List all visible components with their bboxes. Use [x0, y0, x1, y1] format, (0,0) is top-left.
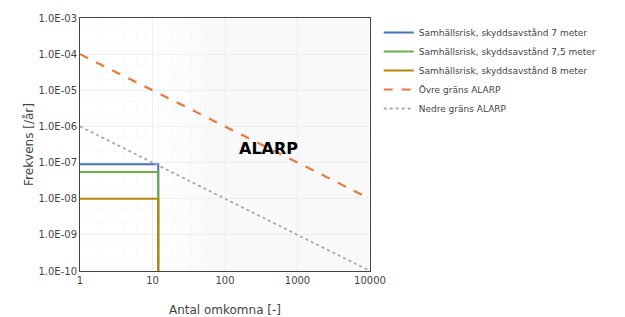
svg-text:1000: 1000	[285, 275, 310, 286]
svg-text:10000: 10000	[354, 275, 386, 286]
svg-text:Antal omkomna [-]: Antal omkomna [-]	[169, 303, 281, 317]
svg-text:1: 1	[77, 275, 83, 286]
svg-text:1.0E-10: 1.0E-10	[38, 266, 77, 277]
svg-text:1.0E-05: 1.0E-05	[38, 85, 77, 96]
svg-text:Samhällsrisk, skyddsavstånd 8: Samhällsrisk, skyddsavstånd 8 meter	[419, 66, 588, 76]
svg-text:1.0E-06: 1.0E-06	[38, 121, 77, 132]
svg-text:Övre gräns ALARP: Övre gräns ALARP	[419, 85, 501, 95]
svg-text:Nedre gräns ALARP: Nedre gräns ALARP	[419, 104, 507, 114]
svg-text:1.0E-04: 1.0E-04	[38, 49, 77, 60]
svg-text:ALARP: ALARP	[239, 139, 298, 158]
svg-text:1.0E-07: 1.0E-07	[38, 157, 77, 168]
svg-text:100: 100	[215, 275, 234, 286]
svg-text:Samhällsrisk, skyddsavstånd 7: Samhällsrisk, skyddsavstånd 7 meter	[419, 28, 588, 38]
svg-text:1.0E-09: 1.0E-09	[38, 229, 77, 240]
svg-text:Samhällsrisk, skyddsavstånd 7,: Samhällsrisk, skyddsavstånd 7,5 meter	[419, 47, 596, 57]
svg-text:10: 10	[146, 275, 159, 286]
svg-text:1.0E-08: 1.0E-08	[38, 193, 77, 204]
svg-text:Frekvens [/år]: Frekvens [/år]	[22, 103, 36, 186]
svg-text:1.0E-03: 1.0E-03	[38, 13, 77, 24]
